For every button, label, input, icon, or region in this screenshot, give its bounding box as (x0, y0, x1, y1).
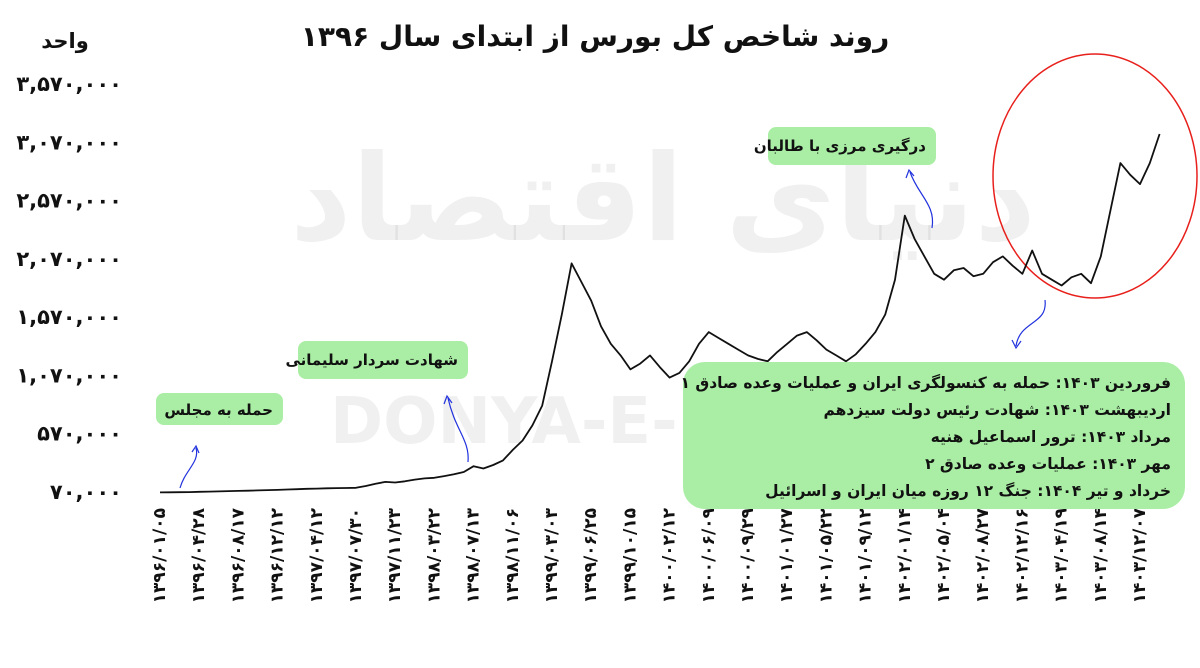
arrow-head (443, 394, 453, 405)
event-line: مهر ۱۴۰۳: عملیات وعده صادق ۲ (925, 455, 1171, 473)
x-tick-label: ۱۳۹۸/۰۳/۲۲ (424, 507, 444, 603)
x-tick-label: ۱۳۹۹/۱۰/۱۵ (620, 508, 640, 603)
x-tick-label: ۱۴۰۳/۰۸/۱۴ (1091, 508, 1111, 603)
x-tick-label: ۱۴۰۲/۱۲/۱۶ (1012, 508, 1032, 603)
x-tick-label: ۱۳۹۷/۰۴/۱۲ (307, 507, 327, 603)
y-tick-label: ۳,۰۷۰,۰۰۰ (16, 130, 122, 154)
x-tick-label: ۱۳۹۹/۰۶/۲۵ (581, 508, 601, 603)
y-tick-label: ۳,۵۷۰,۰۰۰ (16, 72, 122, 96)
x-tick-label: ۱۳۹۶/۱۲/۱۲ (268, 507, 288, 603)
x-tick-label: ۱۳۹۷/۰۷/۳۰ (346, 508, 366, 603)
x-tick-label: ۱۴۰۰/۰۲/۱۲ (660, 507, 680, 603)
y-tick-label: ۱,۵۷۰,۰۰۰ (16, 305, 122, 329)
x-tick-label: ۱۴۰۲/۰۵/۰۴ (934, 508, 954, 603)
x-tick-label: ۱۴۰۳/۰۴/۱۹ (1052, 507, 1072, 603)
y-tick-label: ۵۷۰,۰۰۰ (37, 422, 122, 446)
y-tick-label: ۲,۵۷۰,۰۰۰ (16, 189, 122, 213)
annotation: شهادت سردار سلیمانی (285, 341, 468, 379)
chart-title: روند شاخص کل بورس از ابتدای سال ۱۳۹۶ (301, 20, 889, 53)
annotation: حمله به مجلس (156, 393, 283, 425)
x-tick-label: ۱۴۰۱/۰۱/۲۷ (777, 507, 797, 603)
x-tick-label: ۱۴۰۰/۰۶/۰۹ (699, 507, 719, 603)
y-tick-label: ۲,۰۷۰,۰۰۰ (16, 247, 122, 271)
event-line: خرداد و تیر ۱۴۰۴: جنگ ۱۲ روزه میان ایران… (765, 482, 1171, 500)
annotation: درگیری مرزی با طالبان (754, 127, 936, 165)
index-line (159, 133, 1161, 494)
x-tick-label: ۱۳۹۹/۰۳/۰۳ (542, 507, 562, 603)
arrow (179, 447, 198, 489)
x-tick-label: ۱۳۹۷/۱۱/۲۳ (385, 507, 405, 603)
x-tick-label: ۱۴۰۳/۱۲/۰۷ (1130, 507, 1150, 603)
arrow-head (905, 168, 915, 179)
x-tick-label: ۱۴۰۲/۰۱/۱۴ (895, 508, 915, 603)
event-line: مرداد ۱۴۰۳: ترور اسماعیل هنیه (930, 428, 1171, 446)
arrow (909, 171, 934, 229)
arrow-head (1011, 339, 1022, 350)
arrow-head (191, 444, 200, 454)
x-tick-label: ۱۴۰۱/۰۵/۲۲ (816, 507, 836, 603)
y-tick-label: ۷۰,۰۰۰ (50, 480, 122, 504)
event-line: فروردین ۱۴۰۳: حمله به کنسولگری ایران و ع… (680, 374, 1172, 392)
event-line: اردیبهشت ۱۴۰۳: شهادت رئیس دولت سیزدهم (823, 401, 1171, 419)
x-tick-label: ۱۳۹۸/۱۱/۰۶ (503, 508, 523, 603)
events-box: فروردین ۱۴۰۳: حمله به کنسولگری ایران و ع… (680, 362, 1185, 509)
x-tick-label: ۱۴۰۲/۰۸/۲۷ (973, 507, 993, 603)
x-tick-label: ۱۴۰۱/۰۹/۱۲ (856, 507, 876, 603)
x-tick-label: ۱۳۹۶/۰۱/۰۵ (150, 508, 170, 603)
x-tick-label: ۱۳۹۶/۰۸/۱۷ (228, 507, 248, 603)
arrows (179, 168, 1046, 489)
arrow (1015, 299, 1046, 347)
highlight-ellipse (992, 53, 1198, 299)
y-axis-label: واحد (41, 29, 89, 53)
arrow (447, 397, 469, 463)
y-tick-label: ۱,۰۷۰,۰۰۰ (16, 363, 122, 387)
x-tick-label: ۱۳۹۶/۰۴/۲۸ (189, 507, 209, 603)
x-tick-label: ۱۴۰۰/۰۹/۲۹ (738, 507, 758, 603)
x-tick-label: ۱۳۹۸/۰۷/۱۳ (464, 507, 484, 603)
